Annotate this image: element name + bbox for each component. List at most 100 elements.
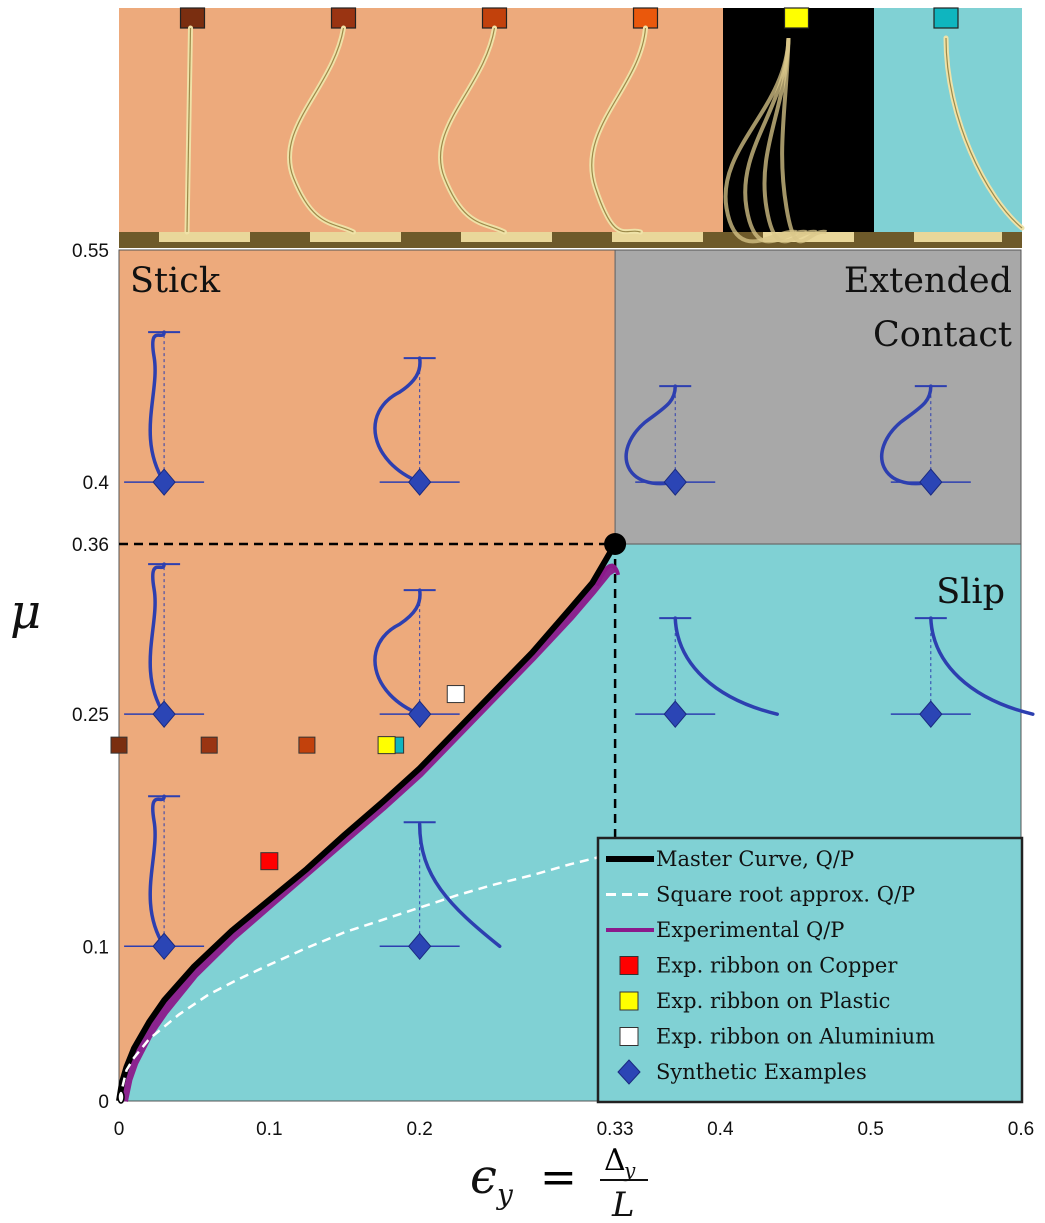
y-axis-label: μ — [10, 584, 41, 640]
photo-panel-floor-highlight — [914, 232, 1002, 242]
synthetic-example-9 — [124, 794, 205, 961]
synthetic-ribbon — [148, 562, 166, 716]
synthetic-ribbon — [373, 356, 422, 484]
legend-label: Synthetic Examples — [656, 1060, 867, 1084]
synthetic-example-2 — [373, 356, 460, 496]
photo-panel-background — [270, 8, 421, 248]
x-label-numerator-sub: y — [623, 1158, 636, 1182]
y-axis-ticks: 0 0.1 0.25 0.36 0.4 0.55 — [72, 241, 109, 1113]
x-tick-label: 0 — [114, 1119, 125, 1140]
synthetic-diamond-marker — [663, 468, 687, 496]
photo-panel-5 — [723, 7, 874, 248]
legend-swatch-square — [619, 1027, 639, 1046]
x-label-epsilon-sub: y — [495, 1178, 514, 1211]
synthetic-example-6 — [373, 588, 460, 728]
x-label-equals: = — [540, 1152, 577, 1203]
x-tick-label: 0.2 — [406, 1119, 432, 1140]
legend-entry-3: Experimental Q/P — [606, 918, 844, 942]
y-tick-label: 0.55 — [72, 241, 109, 262]
photo-panel-ribbon-ghost — [723, 37, 797, 244]
row-marker-3 — [298, 736, 316, 754]
legend-box — [596, 836, 1024, 1104]
legend-swatch-diamond — [617, 1059, 641, 1085]
synthetic-example-3 — [624, 384, 716, 496]
legend-label: Exp. ribbon on Plastic — [656, 989, 890, 1013]
photo-panel-6 — [874, 7, 1025, 248]
synthetic-example-5 — [124, 562, 205, 728]
photo-panel-ribbon-edge — [288, 27, 354, 233]
region-label-extended-contact: Contact — [873, 315, 1012, 355]
photo-panel-1 — [119, 7, 270, 248]
synthetic-diamond-marker — [152, 468, 176, 496]
synthetic-ribbon — [148, 794, 166, 949]
synthetic-diamond-marker — [408, 468, 432, 496]
photo-panel-background — [119, 8, 270, 248]
photo-panel-marker — [179, 7, 206, 29]
region-label-stick: Stick — [130, 261, 221, 301]
legend-entry-6: Exp. ribbon on Aluminium — [619, 1025, 935, 1049]
photo-panel-ribbon-ghost — [743, 37, 807, 244]
synthetic-ribbon — [929, 616, 1035, 716]
photo-panel-floor-highlight — [310, 232, 401, 242]
synthetic-diamond-marker — [919, 700, 943, 728]
photo-panel-3 — [421, 7, 572, 248]
photo-panel-marker — [632, 7, 659, 29]
synthetic-ribbon — [148, 330, 166, 484]
y-tick-label: 0.4 — [83, 473, 110, 494]
photo-panel-4 — [572, 7, 723, 248]
x-tick-label: 0.1 — [256, 1119, 282, 1140]
series-experimental-tail — [595, 563, 621, 587]
photo-panel-2 — [270, 7, 421, 248]
legend-label: Experimental Q/P — [656, 918, 844, 942]
y-tick-label: 0.36 — [72, 535, 109, 556]
legend-entry-1: Master Curve, Q/P — [606, 847, 854, 871]
photo-panel-floor-highlight — [159, 232, 250, 242]
y-tick-label: 0.25 — [72, 705, 109, 726]
legend-swatch-square — [619, 991, 639, 1011]
photo-panel-background — [572, 8, 723, 248]
legend-label: Square root approx. Q/P — [656, 883, 915, 907]
region-label-slip: Slip — [936, 572, 1005, 612]
x-axis-label: ϵ y = Δ y L — [470, 1143, 648, 1223]
synthetic-examples — [124, 330, 1035, 961]
photo-panel-background — [421, 8, 572, 248]
series-master-curve — [116, 542, 618, 1102]
legend-entry-2: Square root approx. Q/P — [606, 883, 915, 907]
x-tick-label: 0.4 — [707, 1119, 734, 1140]
region-label-extended-contact: Extended — [844, 261, 1012, 301]
x-tick-label: 0.6 — [1008, 1119, 1034, 1140]
photo-panel-floor-highlight — [612, 232, 703, 242]
photo-panel-marker — [481, 7, 508, 29]
row-marker-1 — [110, 736, 128, 754]
synthetic-ribbon — [673, 616, 779, 716]
critical-point-marker — [604, 532, 627, 555]
legend-label: Master Curve, Q/P — [656, 847, 854, 871]
synthetic-example-10 — [379, 821, 502, 961]
legend-label: Exp. ribbon on Aluminium — [656, 1025, 935, 1049]
synthetic-example-7 — [635, 616, 779, 728]
x-label-epsilon: ϵ — [470, 1149, 497, 1205]
legend-entry-5: Exp. ribbon on Plastic — [619, 989, 890, 1013]
synthetic-diamond-marker — [919, 468, 943, 496]
y-tick-label: 0.1 — [83, 937, 109, 958]
photo-panel-ribbon-edge — [186, 27, 192, 233]
series-sqrt-approx — [117, 852, 616, 1102]
x-label-denominator: L — [611, 1185, 635, 1223]
synthetic-diamond-marker — [152, 700, 176, 728]
x-tick-label: 0.33 — [597, 1119, 634, 1140]
photo-panel-marker — [783, 7, 810, 29]
synthetic-example-1 — [124, 330, 205, 496]
synthetic-diamond-marker — [408, 932, 432, 961]
synthetic-ribbon — [880, 384, 933, 486]
region-labels: Stick Extended Contact Slip — [130, 261, 1012, 612]
synthetic-example-8 — [890, 616, 1035, 728]
legend-label: Exp. ribbon on Copper — [656, 954, 898, 978]
legend-swatch-square — [619, 956, 639, 975]
photo-panel-floor-highlight — [461, 232, 552, 242]
critical-guides — [119, 542, 617, 1101]
legend-entry-7: Synthetic Examples — [617, 1059, 867, 1085]
exp-marker-aluminium — [446, 685, 465, 704]
legend: Master Curve, Q/P Square root approx. Q/P… — [596, 836, 1024, 1104]
synthetic-diamond-marker — [152, 932, 176, 961]
